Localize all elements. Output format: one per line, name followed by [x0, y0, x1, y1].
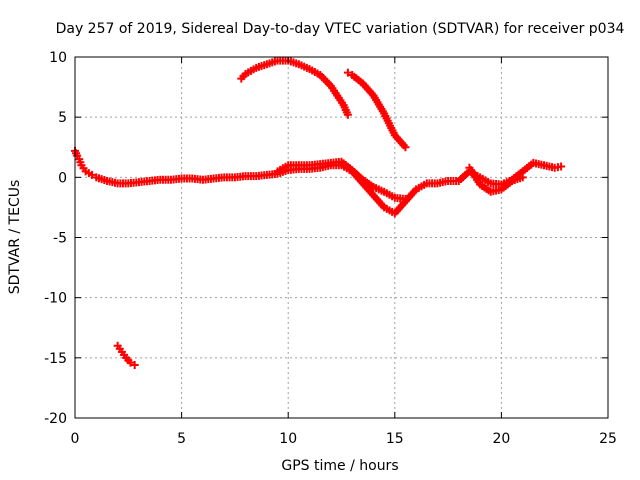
data-point	[518, 173, 527, 182]
data-point	[343, 68, 352, 77]
x-tick-label: 25	[599, 431, 617, 447]
x-tick-label: 0	[71, 431, 80, 447]
y-tick-label: 0	[58, 170, 67, 186]
y-tick-label: -10	[44, 291, 67, 307]
y-tick-label: -15	[44, 351, 67, 367]
data-point	[130, 361, 139, 370]
y-tick-label: 5	[58, 110, 67, 126]
y-tick-label: -20	[44, 411, 67, 427]
data-point	[401, 194, 410, 203]
x-tick-label: 5	[177, 431, 186, 447]
data-point	[88, 170, 97, 179]
data-points	[71, 56, 566, 370]
data-point	[343, 110, 352, 119]
data-point	[401, 143, 410, 152]
x-tick-label: 10	[279, 431, 297, 447]
data-point	[557, 162, 566, 171]
y-tick-label: -5	[53, 231, 67, 247]
x-tick-label: 20	[492, 431, 510, 447]
chart-title: Day 257 of 2019, Sidereal Day-to-day VTE…	[56, 21, 625, 37]
x-axis-label: GPS time / hours	[281, 458, 398, 474]
data-point	[126, 358, 135, 367]
y-tick-label: 10	[49, 50, 67, 66]
axis-ticks: 0 5 10 15 20 25 10 5 0 -5 -10 -15 -20	[44, 50, 617, 447]
x-tick-label: 15	[386, 431, 404, 447]
y-axis-label: SDTVAR / TECUs	[7, 180, 23, 295]
grid-lines	[75, 57, 608, 418]
